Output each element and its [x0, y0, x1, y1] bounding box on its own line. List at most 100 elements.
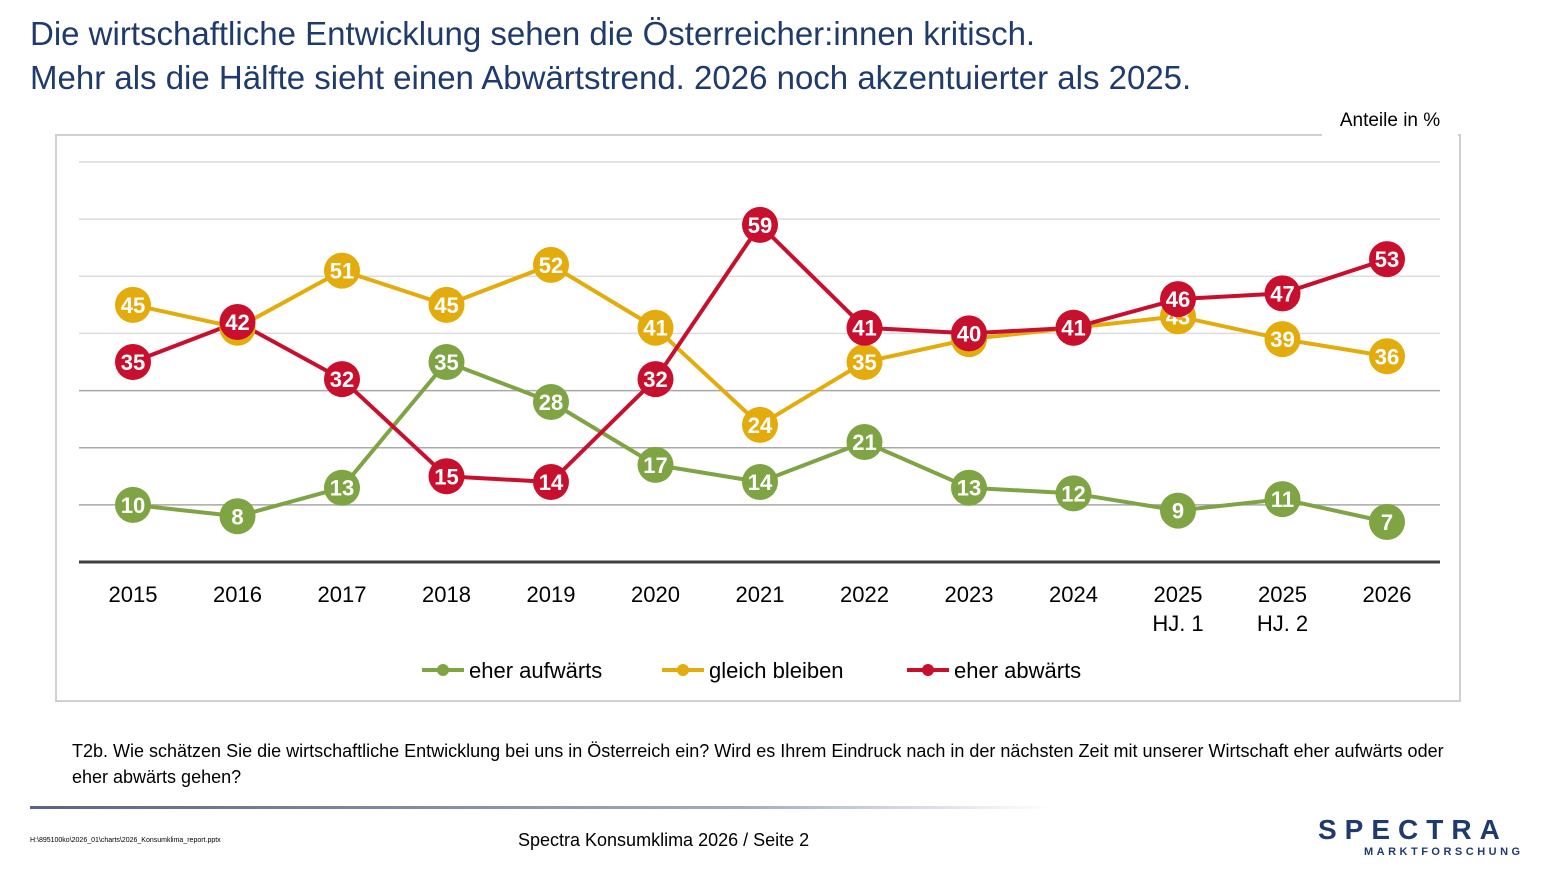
data-label: 35 [434, 350, 458, 375]
data-point [1369, 241, 1405, 278]
data-label: 53 [1375, 247, 1399, 272]
data-label: 42 [225, 310, 249, 335]
data-label: 36 [1375, 344, 1399, 369]
legend-marker [922, 664, 934, 676]
data-label: 35 [121, 350, 145, 375]
x-tick-label: 2023 [945, 582, 994, 607]
data-point [742, 206, 778, 243]
data-label: 10 [121, 493, 145, 518]
data-point [637, 361, 674, 398]
x-tick-label: 2025 HJ. 1 [1152, 582, 1203, 636]
data-point [533, 464, 569, 500]
data-point [428, 458, 465, 495]
data-label: 45 [434, 293, 458, 318]
data-label: 12 [1061, 481, 1085, 506]
logo-subtitle: MARKTFORSCHUNG [1364, 846, 1524, 858]
data-point [1264, 321, 1301, 358]
data-label: 41 [852, 316, 876, 341]
title-line-2: Mehr als die Hälfte sieht einen Abwärtst… [30, 59, 1192, 96]
data-point [1055, 475, 1092, 512]
data-point [428, 344, 465, 380]
series-line-2 [132, 222, 1388, 484]
data-label: 15 [434, 464, 458, 489]
legend-label: eher abwärts [954, 658, 1081, 683]
chart-frame: 2015 2016 2017 2018 2019 2020 2021 2022 2023 2024… [55, 134, 1461, 702]
data-label: 32 [643, 367, 667, 392]
x-tick-label: 2022 [840, 582, 889, 607]
data-label: 8 [231, 504, 243, 529]
legend-label: eher aufwärts [469, 658, 602, 683]
data-point [637, 446, 674, 483]
data-label: 14 [748, 470, 773, 495]
data-label: 35 [852, 350, 876, 375]
x-tick-label: 2021 [736, 582, 785, 607]
data-point [115, 486, 151, 523]
x-tick-label: 2016 [213, 582, 262, 607]
data-point [219, 498, 256, 535]
data-point [951, 315, 987, 352]
x-tick-label: 2024 [1049, 582, 1098, 607]
data-point [1264, 481, 1301, 518]
data-point [1369, 338, 1405, 375]
data-label: 9 [1172, 499, 1184, 524]
data-point [428, 286, 465, 323]
data-label: 59 [748, 213, 772, 238]
data-label: 28 [539, 390, 563, 415]
data-label: 14 [539, 470, 564, 495]
data-label: 46 [1166, 287, 1190, 312]
data-label: 41 [643, 316, 667, 341]
logo-brand: SPECTRA [1318, 814, 1508, 845]
data-point [846, 344, 883, 380]
data-label: 11 [1271, 487, 1294, 512]
data-label: 17 [643, 453, 667, 478]
unit-label: Anteile in % [1322, 108, 1458, 136]
data-label: 52 [539, 253, 563, 278]
data-label: 45 [121, 293, 145, 318]
line-chart: 2015 2016 2017 2018 2019 2020 2021 2022 2023 2024… [79, 161, 1440, 683]
data-label: 7 [1381, 510, 1393, 535]
data-point [1160, 281, 1196, 318]
x-tick-label: 2017 [318, 582, 367, 607]
legend-label: gleich bleiben [709, 658, 844, 683]
data-point [846, 424, 883, 460]
data-point [324, 361, 360, 398]
data-label: 47 [1270, 281, 1294, 306]
x-tick-label: 2019 [527, 582, 576, 607]
survey-question: T2b. Wie schätzen Sie die wirtschaftlich… [72, 741, 1444, 787]
data-label: 39 [1270, 327, 1294, 352]
data-point [533, 246, 569, 283]
footer-text: Spectra Konsumklima 2026 / Seite 2 [518, 830, 810, 850]
data-label: 13 [330, 476, 354, 501]
data-point [1264, 275, 1301, 312]
data-label: 24 [748, 413, 773, 438]
divider [30, 806, 1050, 809]
data-point [1160, 492, 1196, 529]
data-point [115, 286, 151, 323]
data-label: 41 [1061, 316, 1085, 341]
data-label: 40 [957, 321, 981, 346]
data-point [324, 252, 360, 289]
x-tick-label: 2020 [631, 582, 680, 607]
data-point [951, 469, 987, 506]
x-tick-label: 2018 [422, 582, 471, 607]
data-label: 13 [957, 476, 981, 501]
data-point [742, 406, 778, 443]
x-tick-label: 2025 HJ. 2 [1257, 582, 1308, 636]
data-point [324, 469, 360, 506]
spectra-logo: SPECTRA MARKTFORSCHUNG [1318, 814, 1528, 858]
data-point [637, 309, 674, 346]
data-point [115, 344, 151, 380]
data-point [219, 304, 256, 340]
data-label: 51 [330, 259, 354, 284]
series-line-1 [132, 262, 1388, 427]
x-tick-label: 2015 [109, 582, 158, 607]
title-line-1: Die wirtschaftliche Entwicklung sehen di… [30, 15, 1036, 52]
data-point [1369, 504, 1405, 540]
file-path: H:\895100ko\2026_01\charts\2026_Konsumkl… [30, 837, 221, 844]
legend-marker [677, 664, 689, 676]
data-point [846, 309, 883, 346]
legend-marker [437, 664, 449, 676]
data-point [533, 384, 569, 420]
data-label: 21 [852, 430, 876, 455]
x-tick-label: 2026 [1363, 582, 1412, 607]
